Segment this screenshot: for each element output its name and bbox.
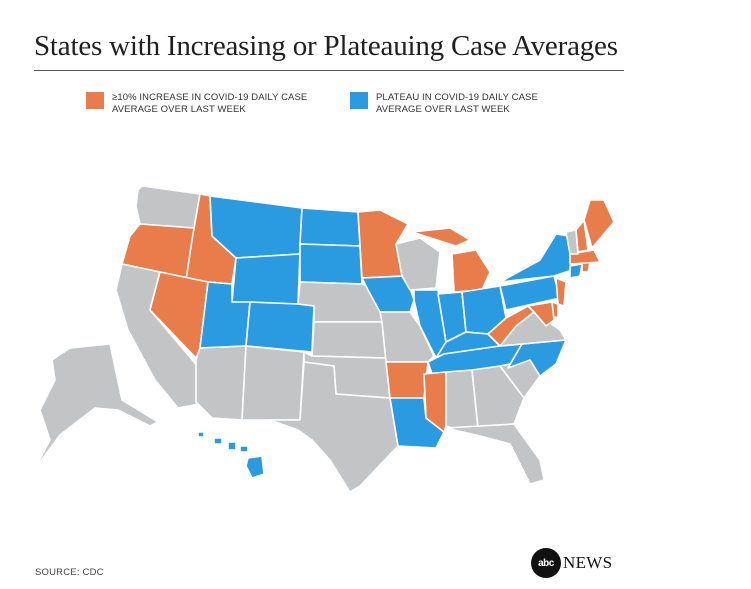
legend-plateau: PLATEAU IN COVID-19 DAILY CASE AVERAGE O… xyxy=(350,92,538,116)
legend-increase-label-line1: ≥10% INCREASE IN COVID-19 DAILY CASE xyxy=(112,92,308,103)
state-mississippi xyxy=(423,371,447,433)
legend-increase-swatch xyxy=(86,92,104,109)
state-new-york xyxy=(499,233,573,283)
state-missouri xyxy=(379,311,435,363)
title-divider xyxy=(34,70,624,71)
legend-plateau-label-line1: PLATEAU IN COVID-19 DAILY CASE xyxy=(376,92,538,103)
state-north-dakota xyxy=(299,207,361,247)
state-arizona xyxy=(195,345,247,421)
state-maine xyxy=(583,199,615,249)
map-title: States with Increasing or Plateauing Cas… xyxy=(34,30,618,62)
state-new-jersey xyxy=(555,277,567,307)
state-wisconsin xyxy=(395,237,441,291)
state-new-hampshire xyxy=(575,219,589,253)
legend-increase: ≥10% INCREASE IN COVID-19 DAILY CASE AVE… xyxy=(86,92,307,116)
state-connecticut xyxy=(569,263,583,279)
state-alaska xyxy=(33,343,159,471)
state-washington xyxy=(135,185,201,229)
state-arkansas xyxy=(385,361,429,399)
abc-logo-badge: abc xyxy=(531,548,561,578)
news-wordmark: NEWS xyxy=(563,553,613,572)
state-hawaii xyxy=(197,431,265,479)
state-maryland xyxy=(527,301,555,327)
state-kansas xyxy=(311,321,387,359)
state-south-dakota xyxy=(299,243,363,285)
abc-news-logo: abc NEWS xyxy=(531,548,612,578)
legend-plateau-swatch xyxy=(350,92,368,109)
legend-plateau-label-line2: AVERAGE OVER LAST WEEK xyxy=(376,104,510,115)
state-florida xyxy=(445,423,545,485)
source-credit: SOURCE: CDC xyxy=(35,567,104,578)
state-michigan xyxy=(411,227,491,293)
state-colorado xyxy=(245,301,315,353)
state-new-mexico xyxy=(241,345,305,421)
state-texas xyxy=(269,361,399,493)
state-vermont xyxy=(565,229,579,255)
state-wyoming xyxy=(231,253,301,305)
legend-increase-label-line2: AVERAGE OVER LAST WEEK xyxy=(112,104,246,115)
